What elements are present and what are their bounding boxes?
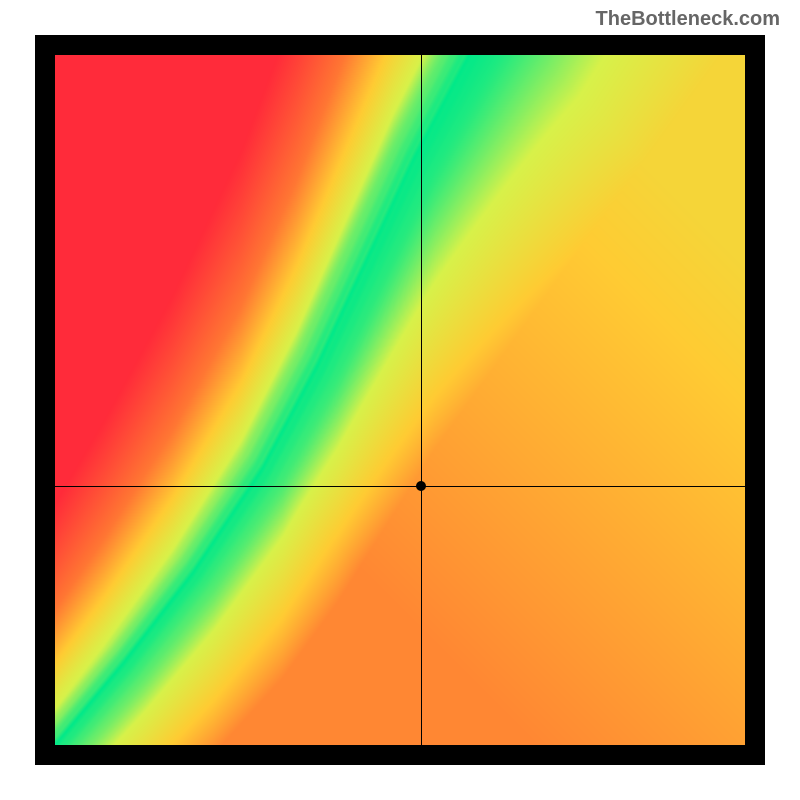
watermark-text: TheBottleneck.com [596, 8, 780, 31]
crosshair-horizontal [55, 486, 745, 487]
marker-dot [416, 481, 426, 491]
chart-frame [35, 35, 765, 765]
heatmap-canvas [55, 55, 745, 745]
crosshair-vertical [421, 55, 422, 745]
chart-container: TheBottleneck.com [0, 0, 800, 800]
